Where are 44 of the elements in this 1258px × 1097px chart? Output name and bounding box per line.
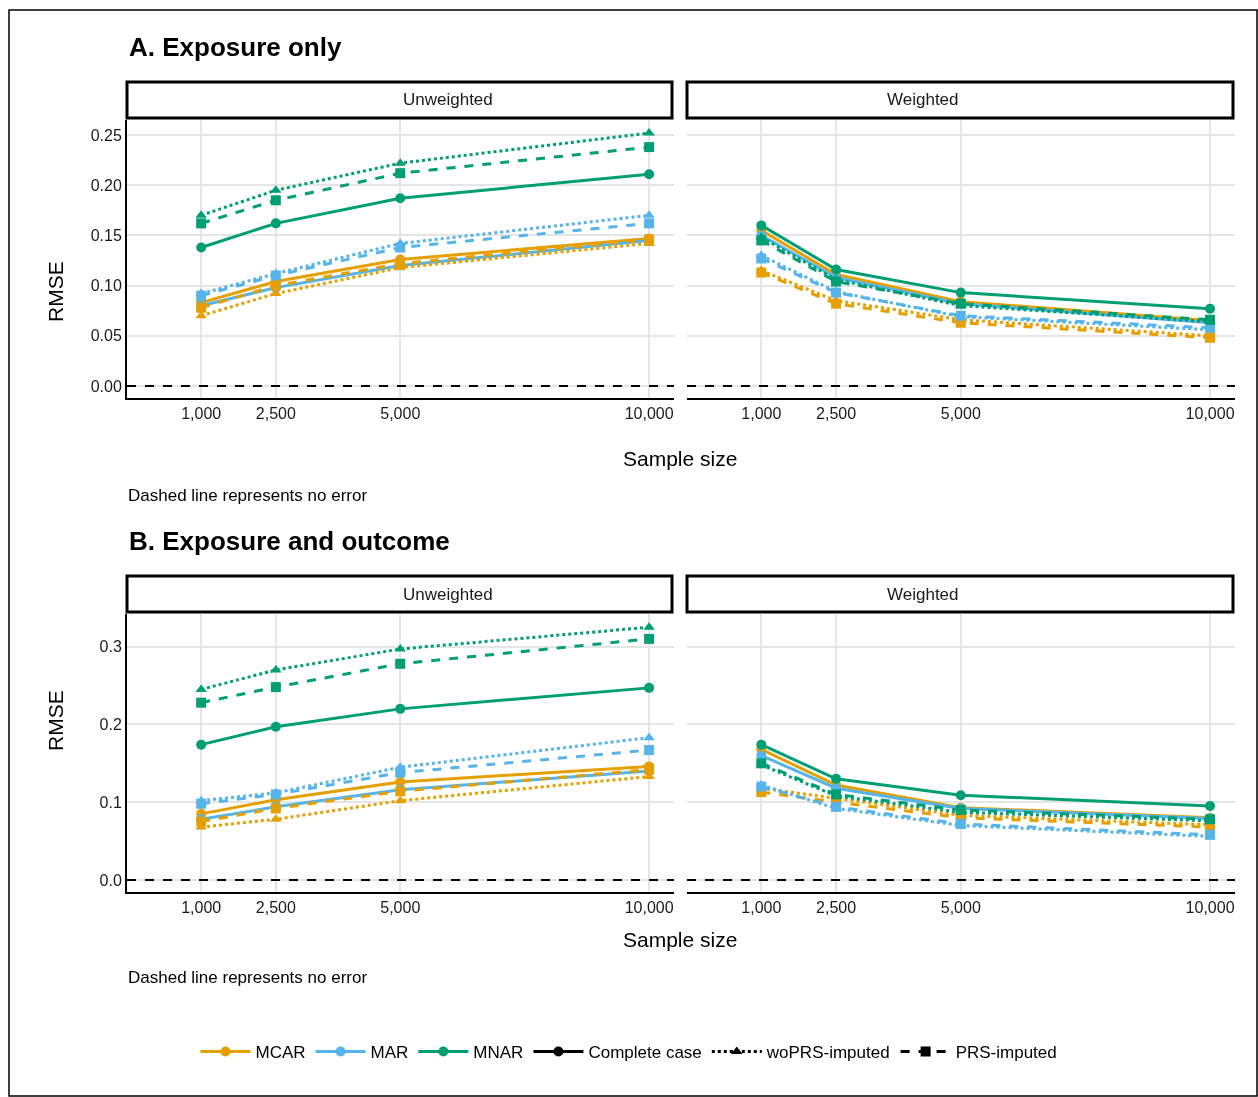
y-tick-label: 0.0 xyxy=(99,871,122,889)
y-axis-title: RMSE xyxy=(44,690,67,751)
y-tick-label: 0.10 xyxy=(90,277,122,295)
x-tick-label: 5,000 xyxy=(940,899,981,917)
chart-subtitle: Unweighted xyxy=(403,90,493,109)
y-tick-label: 0.3 xyxy=(99,638,122,656)
legend-label: MNAR xyxy=(473,1043,524,1063)
x-axis-title: Sample size xyxy=(623,447,738,470)
x-tick-label: 10,000 xyxy=(624,899,674,917)
x-tick-label: 2,500 xyxy=(255,405,296,423)
chart-subtitle: Unweighted xyxy=(403,585,493,604)
x-tick-label: 5,000 xyxy=(380,405,421,423)
y-tick-label: 0.1 xyxy=(99,793,122,811)
chart-title: B. Exposure and outcome xyxy=(129,526,450,556)
legend-label: MCAR xyxy=(255,1043,306,1063)
x-tick-label: 1,000 xyxy=(741,899,782,917)
y-tick-label: 0.00 xyxy=(90,377,122,395)
legend-label: woPRS-imputed xyxy=(765,1043,890,1063)
text: Dashed line represents no error xyxy=(128,486,368,505)
x-tick-label: 5,000 xyxy=(380,899,421,917)
x-tick-label: 2,500 xyxy=(255,899,296,917)
y-tick-label: 0.15 xyxy=(90,227,122,245)
x-axis-title: Sample size xyxy=(623,928,738,951)
legend-label: MAR xyxy=(370,1043,409,1063)
chart-title: A. Exposure only xyxy=(129,32,342,62)
y-tick-label: 0.05 xyxy=(90,327,122,345)
legend-label: Complete case xyxy=(588,1043,702,1063)
x-tick-label: 1,000 xyxy=(181,405,222,423)
y-tick-label: 0.25 xyxy=(90,126,122,144)
chart-subtitle: Weighted xyxy=(887,585,959,604)
x-tick-label: 2,500 xyxy=(816,405,857,423)
x-tick-label: 1,000 xyxy=(181,899,222,917)
x-tick-label: 10,000 xyxy=(1185,405,1235,423)
x-tick-label: 1,000 xyxy=(741,405,782,423)
legend-label: PRS-imputed xyxy=(955,1043,1057,1063)
x-tick-label: 2,500 xyxy=(816,899,857,917)
y-tick-label: 0.2 xyxy=(99,716,122,734)
x-tick-label: 10,000 xyxy=(1185,899,1235,917)
text: Dashed line represents no error xyxy=(128,968,368,987)
x-tick-label: 5,000 xyxy=(940,405,981,423)
chart-subtitle: Weighted xyxy=(887,90,959,109)
x-tick-label: 10,000 xyxy=(624,405,674,423)
y-tick-label: 0.20 xyxy=(90,176,122,194)
y-axis-title: RMSE xyxy=(44,261,67,322)
